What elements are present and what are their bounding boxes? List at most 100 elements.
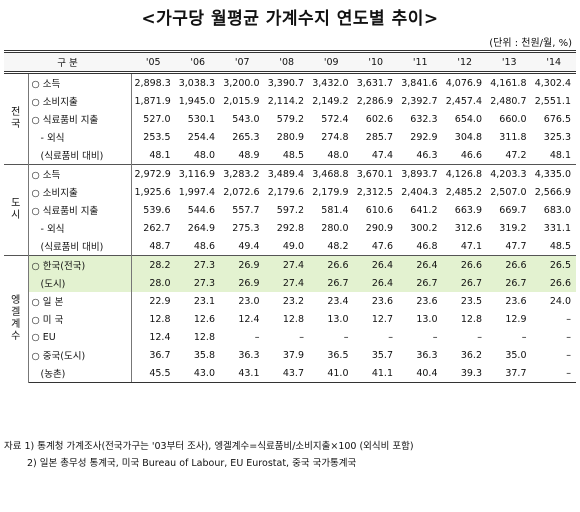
cell-value: 46.8 [416,240,438,252]
cell-value: 12.7 [371,313,393,325]
cell-value: – [343,331,349,343]
cell-value: 26.7 [442,274,487,292]
table-row: ○ 중국(도시) 36.7 35.8 36.3 37.9 36.5 35.7 36.3 36.2… [4,346,576,364]
row-label: ○ 소득 [28,72,132,92]
cell-value: 3,841.6 [398,72,443,92]
cell-value: 3,631.7 [353,72,398,92]
table-row: (식료품비 대비) 48.7 48.6 49.4 49.0 48.2 47.6 46.8 47.… [4,237,576,256]
cell-value: 26.6 [487,255,532,274]
cell-value: 2,312.5 [356,186,393,198]
cell-value: 48.6 [193,240,215,252]
cell-value: 572.4 [321,113,349,125]
cell-value: 12.8 [460,313,482,325]
cell-value: 292.9 [410,131,438,143]
cell-value: 280.0 [321,222,349,234]
group-label: 엥겔계수 [4,255,29,383]
cell-value: 36.2 [460,349,482,361]
cell-value: 23.1 [193,295,215,307]
cell-value: 23.0 [238,295,260,307]
cell-value: 4,161.8 [487,72,532,92]
cell-value: 2,972.9 [131,164,176,183]
cell-value: 597.2 [276,204,304,216]
cell-value: 300.2 [410,222,438,234]
cell-value: 1,945.0 [178,95,215,107]
note: 자료 1) 통계청 가계조사(전국가구는 '03부터 조사), 엥겔계수=식료품… [4,441,414,452]
table-row: (농촌) 45.5 43.0 43.1 43.7 41.0 41.1 40.4 39.3 37.7… [4,364,576,383]
column-header: '12 [442,50,487,74]
cell-value: 27.4 [264,255,309,274]
cell-value: 2,457.4 [445,95,482,107]
cell-value: 2,179.6 [267,186,304,198]
cell-value: 285.7 [365,131,393,143]
cell-value: 48.2 [327,240,349,252]
cell-value: 12.4 [238,313,260,325]
cell-value: 26.6 [442,255,487,274]
row-label: ○ 일 본 [28,292,132,310]
cell-value: 3,283.2 [220,164,265,183]
cell-value: 331.1 [543,222,571,234]
row-group: 도시 ○ 소득 2,972.9 3,116.9 3,283.2 3,489.4 3,468.… [4,164,576,256]
cell-value: 43.1 [220,364,265,383]
cell-value: 22.9 [149,295,171,307]
cell-value: 254.4 [187,131,215,143]
cell-value: 2,286.9 [356,95,393,107]
cell-value: 3,489.4 [264,164,309,183]
cell-value: 669.7 [499,204,527,216]
cell-value: 4,335.0 [531,164,576,183]
cell-value: 23.6 [371,295,393,307]
table-row: ○ 소비지출 1,925.6 1,997.4 2,072.6 2,179.6 2,179.… [4,183,576,201]
column-header: '07 [220,50,265,74]
cell-value: – [299,331,304,343]
cell-value: 654.0 [454,113,482,125]
cell-value: 13.0 [327,313,349,325]
cell-value: 45.5 [131,364,176,383]
cell-value: 47.7 [505,240,527,252]
cell-value: 311.8 [499,131,527,143]
cell-value: 539.6 [143,204,171,216]
row-label: ○ 중국(도시) [28,346,132,364]
cell-value: 3,116.9 [175,164,220,183]
cell-value: 36.5 [327,349,349,361]
group-label: 전국 [4,72,29,165]
cell-value: – [254,331,260,343]
group-label: 도시 [4,164,29,256]
cell-value: 47.4 [371,149,393,161]
cell-value: 2,485.2 [445,186,482,198]
cell-value: 2,015.9 [223,95,260,107]
cell-value: 24.0 [549,295,571,307]
column-header: '11 [398,50,443,74]
cell-value: 48.0 [327,149,349,161]
cell-value: 26.5 [531,255,576,274]
cell-value: 527.0 [143,113,171,125]
table-row: ○ 미 국 12.8 12.6 12.4 12.8 13.0 12.7 13.0 12.8 12.… [4,310,576,328]
cell-value: 35.0 [505,349,527,361]
cell-value: 1,871.9 [134,95,171,107]
cell-value: 27.3 [175,255,220,274]
cell-value: 49.4 [238,240,260,252]
column-header: '08 [264,50,309,74]
cell-value: 2,072.6 [223,186,260,198]
cell-value: 23.4 [327,295,349,307]
row-label: (도시) [28,274,132,292]
cell-value: 2,898.3 [131,72,176,92]
cell-value: 602.6 [365,113,393,125]
cell-value: 290.9 [365,222,393,234]
cell-value: 12.8 [282,313,304,325]
cell-value: – [388,331,393,343]
cell-value: 23.5 [460,295,482,307]
cell-value: 2,507.0 [490,186,527,198]
cell-value: 4,126.8 [442,164,487,183]
cell-value: 2,480.7 [490,95,527,107]
cell-value: 544.6 [187,204,215,216]
cell-value: 47.6 [371,240,393,252]
column-header: '10 [353,50,398,74]
row-label: (식료품비 대비) [28,146,132,165]
cell-value: 48.9 [238,149,260,161]
row-label: - 외식 [28,219,132,237]
cell-value: 2,149.2 [312,95,349,107]
table-row: (도시) 28.0 27.3 26.9 27.4 26.7 26.4 26.7 26.7 26.7… [4,274,576,292]
cell-value: 35.8 [193,349,215,361]
cell-value: 12.9 [505,313,527,325]
cell-value: 579.2 [276,113,304,125]
cell-value: 663.9 [454,204,482,216]
